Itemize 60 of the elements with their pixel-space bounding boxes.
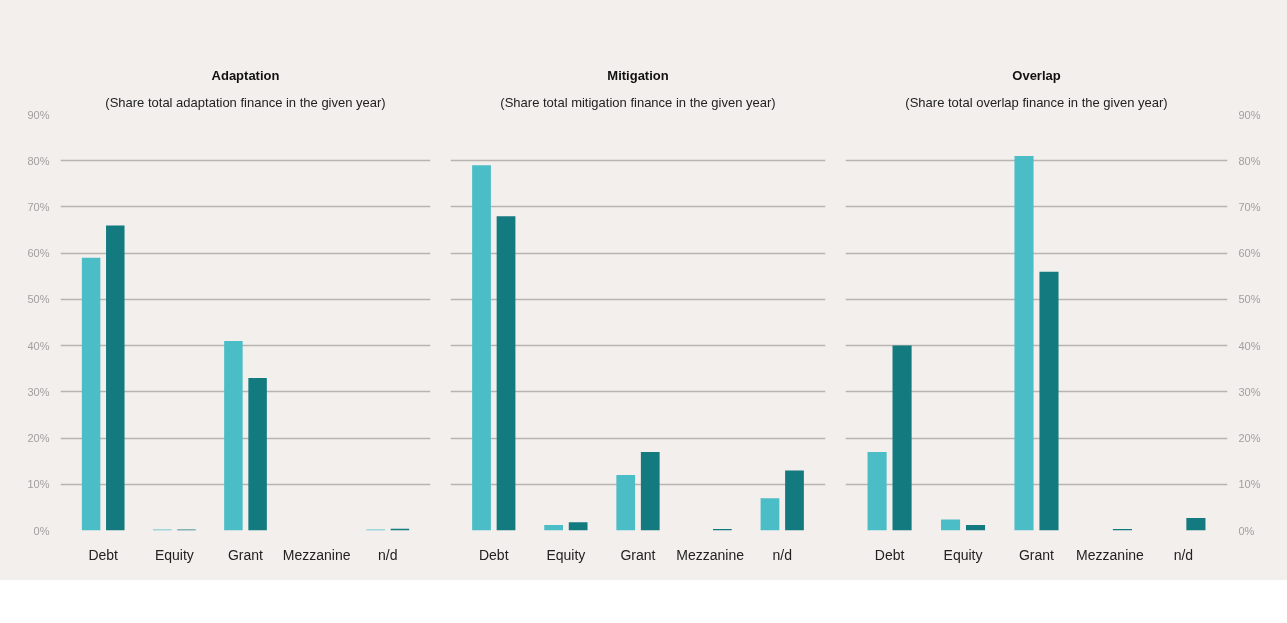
y-tick-label: 70% [27, 200, 50, 213]
bar [544, 524, 563, 531]
x-tick-label: n/d [378, 546, 398, 563]
bar [1014, 156, 1034, 531]
bar [81, 257, 101, 531]
x-tick-label: Debt [478, 546, 509, 563]
bar [1186, 518, 1206, 531]
y-tick-label: 20% [27, 432, 50, 445]
x-tick-label: Mezzanine [676, 546, 745, 563]
chart-subtitle: (Share total mitigation finance in the given year) [500, 94, 776, 110]
bar [568, 522, 588, 531]
bar [640, 451, 660, 531]
y2-tick-label: 40% [1238, 339, 1261, 352]
y-tick-label: 60% [27, 247, 50, 260]
x-tick-label: n/d [772, 546, 792, 563]
x-tick-label: Equity [546, 546, 586, 563]
bar [867, 451, 887, 531]
y2-tick-label: 50% [1238, 293, 1261, 306]
x-tick-label: Debt [88, 546, 119, 563]
y-tick-label: 90% [27, 108, 50, 121]
y2-tick-label: 10% [1238, 478, 1261, 491]
y2-tick-label: 20% [1238, 432, 1261, 445]
bar [248, 377, 267, 531]
bar [941, 519, 961, 531]
bar [106, 225, 125, 531]
bar [1039, 271, 1059, 531]
y2-tick-label: 90% [1238, 108, 1261, 121]
bar [760, 498, 780, 531]
y2-tick-label: 80% [1238, 154, 1261, 167]
y2-tick-label: 70% [1238, 200, 1261, 213]
y-tick-label: 0% [33, 524, 50, 537]
x-tick-label: Grant [1018, 546, 1055, 563]
bar [616, 475, 636, 531]
chart-title: Mitigation [607, 67, 669, 83]
bar [785, 470, 804, 531]
y-tick-label: 50% [27, 293, 50, 306]
x-tick-label: Debt [874, 546, 905, 563]
y2-tick-label: 0% [1238, 524, 1255, 537]
x-tick-label: Grant [227, 546, 264, 563]
x-tick-label: Mezzanine [282, 546, 351, 563]
y-tick-label: 10% [27, 478, 50, 491]
y2-tick-label: 60% [1238, 247, 1261, 260]
bar [496, 216, 516, 531]
chart-subtitle: (Share total adaptation finance in the given year) [105, 94, 386, 110]
x-tick-label: n/d [1173, 546, 1194, 563]
x-tick-label: Equity [943, 546, 983, 563]
x-tick-label: Equity [154, 546, 194, 563]
chart-title: Overlap [1012, 67, 1061, 83]
y2-tick-label: 30% [1238, 385, 1261, 398]
y-tick-label: 80% [27, 154, 50, 167]
bar [472, 165, 491, 531]
chart-subtitle: (Share total overlap finance in the given year) [905, 94, 1168, 110]
y-tick-label: 40% [27, 339, 50, 352]
y-tick-label: 30% [27, 385, 50, 398]
chart-title: Adaptation [211, 67, 280, 83]
x-tick-label: Grant [620, 546, 656, 563]
bar [965, 524, 986, 531]
bar [224, 340, 243, 531]
bar [892, 345, 912, 531]
x-tick-label: Mezzanine [1076, 546, 1145, 563]
